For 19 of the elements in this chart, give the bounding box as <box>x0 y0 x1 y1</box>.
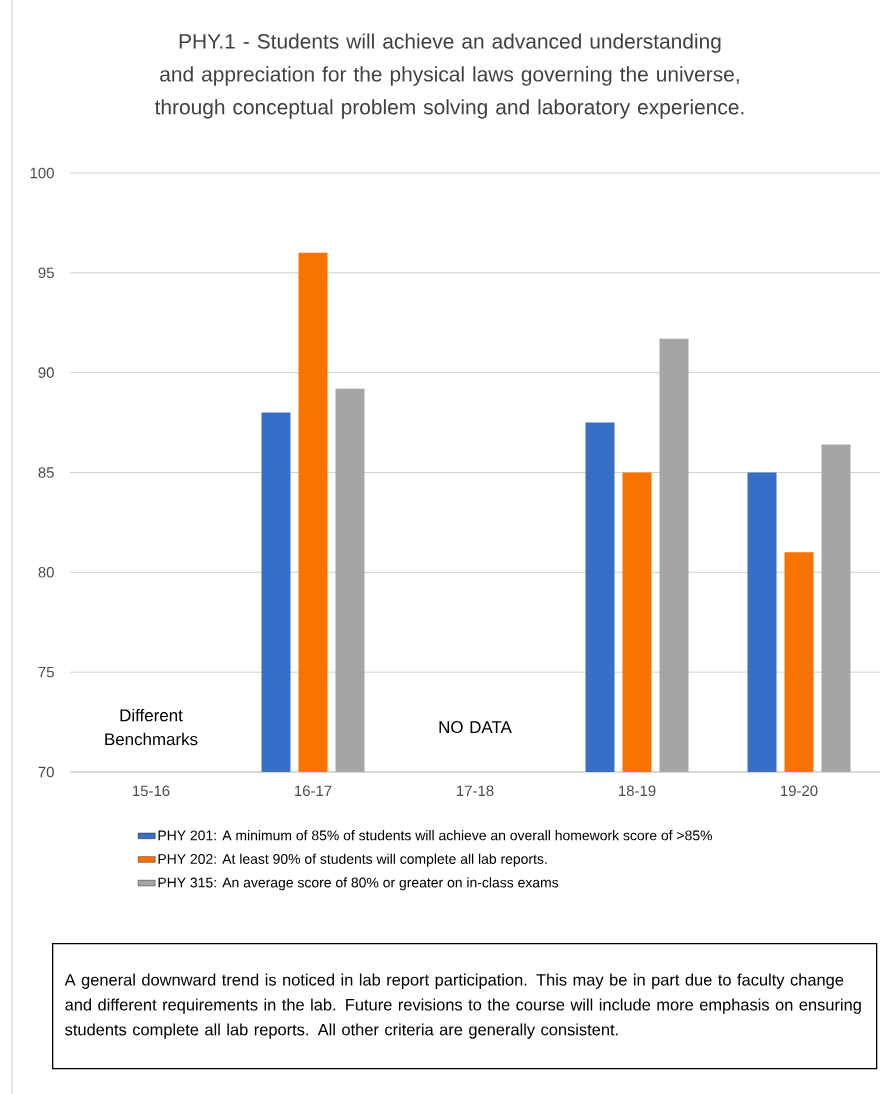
y-tick-label: 80 <box>38 567 54 578</box>
x-tick-label: 16-17 <box>295 785 332 797</box>
annotation: Different Benchmarks <box>105 708 198 746</box>
annotation: NO DATA <box>439 721 512 734</box>
chart-title: PHY.1 - Students will achieve an advanced understanding and appreciation for the physical laws governing the universe, through conceptual problem solving and laboratory experience. <box>154 33 744 119</box>
legend-label: PHY 315: An average score of 80% or greater on in-class exams <box>158 877 559 891</box>
y-tick-label: 85 <box>38 467 54 478</box>
y-tick-label: 70 <box>38 766 54 778</box>
x-tick-label: 15-16 <box>133 785 170 797</box>
legend-label: PHY 201: A minimum of 85% of students will achieve an overall homework score of >85% <box>158 830 713 841</box>
y-tick-label: 90 <box>38 367 54 378</box>
x-tick-label: 17-18 <box>457 785 494 797</box>
x-tick-label: 18-19 <box>619 785 656 797</box>
y-tick-label: 95 <box>38 267 54 279</box>
x-tick-label: 19-20 <box>781 785 818 797</box>
legend-label: PHY 202: At least 90% of students will complete all lab reports. <box>158 853 547 867</box>
y-tick-label: 100 <box>30 167 54 179</box>
text: A general downward trend is noticed in lab report participation. This may be in part due to faculty change and different requirements in the lab. Future revisions to the course will include more emphasis on ensuring students complete all lab reports. All other criteria are generally consistent. <box>64 973 861 1039</box>
y-tick-label: 75 <box>38 666 54 678</box>
